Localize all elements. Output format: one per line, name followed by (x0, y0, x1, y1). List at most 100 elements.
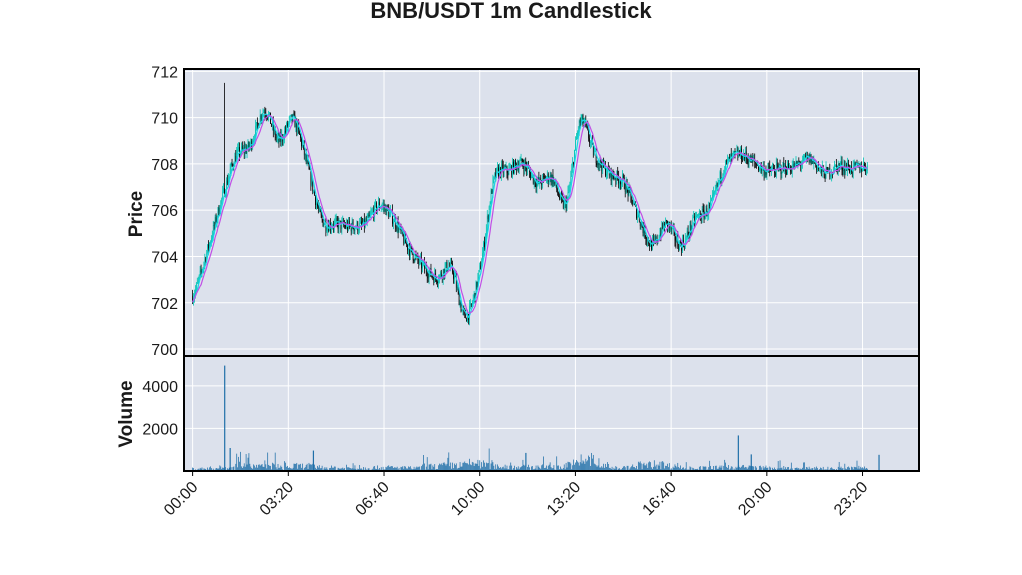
volume-bar (448, 452, 450, 471)
volume-bar (459, 462, 461, 471)
volume-bar (350, 468, 352, 471)
volume-bar (447, 457, 449, 471)
volume-bar (433, 466, 435, 471)
volume-bar (490, 463, 492, 471)
candle-body (231, 163, 233, 165)
volume-bar (822, 466, 824, 471)
volume-bar (764, 467, 766, 471)
candle-body (638, 214, 640, 222)
volume-bar (438, 465, 439, 471)
volume-bar (603, 463, 605, 471)
candle-body (192, 295, 193, 303)
volume-bar (467, 463, 468, 471)
candle-body (605, 164, 606, 176)
volume-bar (509, 465, 511, 471)
candle-body (304, 154, 306, 156)
candle-body (525, 161, 527, 166)
volume-bar (741, 466, 742, 471)
candle-body (361, 221, 362, 225)
candle-body (580, 119, 582, 123)
volume-bar (718, 467, 720, 471)
candle-body (299, 129, 300, 135)
candle-body (215, 217, 217, 223)
volume-bar (402, 466, 404, 471)
volume-bar (619, 468, 620, 471)
candle-body (757, 165, 758, 167)
volume-bar (854, 467, 856, 471)
candle-body (781, 172, 783, 174)
candle-body (289, 115, 291, 118)
volume-bar (627, 465, 629, 471)
candle-body (255, 125, 256, 140)
volume-bar (766, 468, 768, 471)
candle-body (227, 178, 229, 184)
volume-bar (623, 465, 625, 471)
candle-body (685, 236, 687, 239)
candle-body (515, 160, 516, 164)
volume-bar (390, 466, 391, 471)
volume-spike-bar (750, 454, 752, 471)
candle-body (247, 142, 249, 149)
volume-bar (457, 467, 459, 471)
volume-bar (760, 467, 762, 471)
candle-body (615, 178, 617, 181)
volume-bar (485, 462, 487, 471)
volume-bar (786, 468, 787, 471)
volume-bar (440, 463, 442, 471)
volume-bar (373, 466, 375, 471)
candle-body (617, 171, 619, 177)
candle-body (200, 270, 202, 272)
volume-bar (654, 466, 656, 471)
volume-bar (216, 468, 218, 471)
volume-bar (827, 466, 829, 471)
volume-bar (254, 465, 255, 471)
volume-bar (615, 466, 617, 471)
candle-body (339, 220, 341, 222)
volume-bar (690, 467, 692, 471)
volume-bar (548, 464, 550, 471)
candle-body (716, 184, 718, 187)
candle-body (418, 260, 420, 264)
candle-body (370, 213, 372, 215)
volume-bar (842, 468, 844, 471)
candle-body (509, 167, 511, 169)
candle-body (446, 262, 448, 272)
candle-body (621, 181, 622, 185)
time-tick-label: 16:40 (640, 479, 680, 519)
volume-bar (600, 467, 602, 471)
candle-body (577, 132, 578, 138)
volume-bar (630, 467, 632, 471)
volume-bar (578, 465, 580, 471)
candle-body (436, 277, 437, 282)
volume-bar (663, 462, 665, 471)
volume-bar (377, 465, 378, 471)
volume-bar (575, 462, 576, 471)
volume-bar (259, 465, 261, 471)
volume-bar (502, 466, 504, 471)
volume-bar (704, 466, 706, 471)
candle-body (209, 242, 210, 249)
candle-body (696, 215, 697, 218)
volume-bar (594, 464, 596, 471)
candle-body (221, 198, 223, 202)
volume-bar (666, 465, 667, 471)
volume-bar (664, 468, 666, 471)
candle-body (392, 210, 393, 224)
volume-bar (265, 464, 267, 471)
candle-body (318, 206, 319, 209)
candle-body (322, 219, 324, 227)
candle-body (197, 279, 199, 283)
volume-bar (736, 468, 738, 471)
volume-bar (746, 468, 748, 471)
volume-bar (739, 467, 741, 471)
volume-bar (743, 464, 744, 471)
price-tick-label: 702 (151, 296, 178, 313)
volume-bar (445, 465, 447, 471)
volume-bar (711, 468, 712, 471)
candle-body (719, 171, 721, 181)
volume-bar (759, 465, 760, 471)
candle-body (296, 120, 298, 132)
volume-bar (203, 468, 205, 471)
candle-body (639, 221, 641, 226)
candle-body (410, 245, 412, 248)
